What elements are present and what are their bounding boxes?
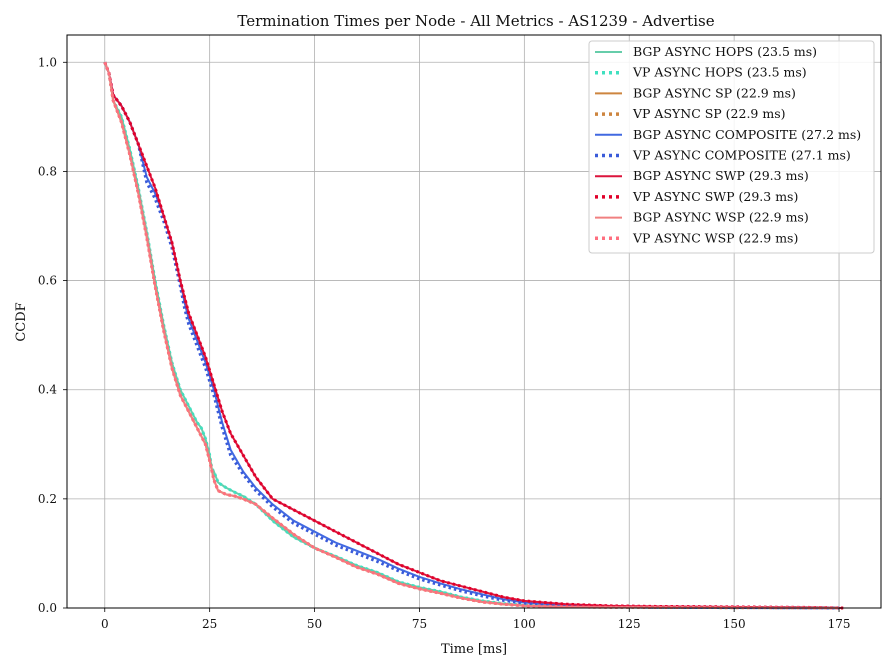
y-tick-label: 0.0 — [38, 601, 57, 615]
x-tick-label: 175 — [828, 617, 851, 631]
x-tick-label: 25 — [202, 617, 217, 631]
legend-label: VP ASYNC SP (22.9 ms) — [632, 106, 786, 121]
legend-label: BGP ASYNC SWP (29.3 ms) — [633, 168, 809, 183]
legend-label: BGP ASYNC COMPOSITE (27.2 ms) — [633, 127, 861, 142]
series-line-4 — [103, 61, 840, 609]
series-line-9 — [103, 61, 840, 610]
chart-title: Termination Times per Node - All Metrics… — [237, 12, 714, 30]
x-axis-ticks: 0 25 50 75 100 125 150 175 — [101, 608, 851, 631]
series-line-7 — [103, 61, 844, 610]
x-tick-label: 75 — [412, 617, 427, 631]
y-axis-label: CCDF — [14, 302, 29, 341]
x-tick-label: 0 — [101, 617, 109, 631]
x-tick-label: 125 — [618, 617, 641, 631]
legend-label: VP ASYNC WSP (22.9 ms) — [632, 230, 798, 245]
x-tick-label: 100 — [513, 617, 536, 631]
legend-label: VP ASYNC COMPOSITE (27.1 ms) — [632, 148, 851, 163]
y-tick-label: 1.0 — [38, 55, 57, 69]
legend-label: VP ASYNC SWP (29.3 ms) — [632, 189, 798, 204]
x-axis-label: Time [ms] — [441, 642, 507, 657]
y-tick-label: 0.6 — [38, 274, 57, 288]
legend-label: BGP ASYNC WSP (22.9 ms) — [633, 210, 809, 225]
y-tick-label: 0.4 — [38, 383, 57, 397]
x-tick-label: 150 — [723, 617, 746, 631]
legend-label: BGP ASYNC HOPS (23.5 ms) — [633, 44, 817, 59]
y-axis-ticks: 0.0 0.2 0.4 0.6 0.8 1.0 — [38, 55, 67, 615]
legend-label: BGP ASYNC SP (22.9 ms) — [633, 85, 796, 100]
plot-lines — [103, 61, 844, 610]
legend-label: VP ASYNC HOPS (23.5 ms) — [632, 65, 807, 80]
y-tick-label: 0.8 — [38, 164, 57, 178]
x-tick-label: 50 — [307, 617, 322, 631]
y-tick-label: 0.2 — [38, 492, 57, 506]
plot-frame — [66, 34, 882, 609]
series-line-5 — [103, 61, 840, 610]
legend-box — [588, 40, 875, 254]
legend: BGP ASYNC HOPS (23.5 ms) VP ASYNC HOPS (2… — [588, 40, 875, 254]
